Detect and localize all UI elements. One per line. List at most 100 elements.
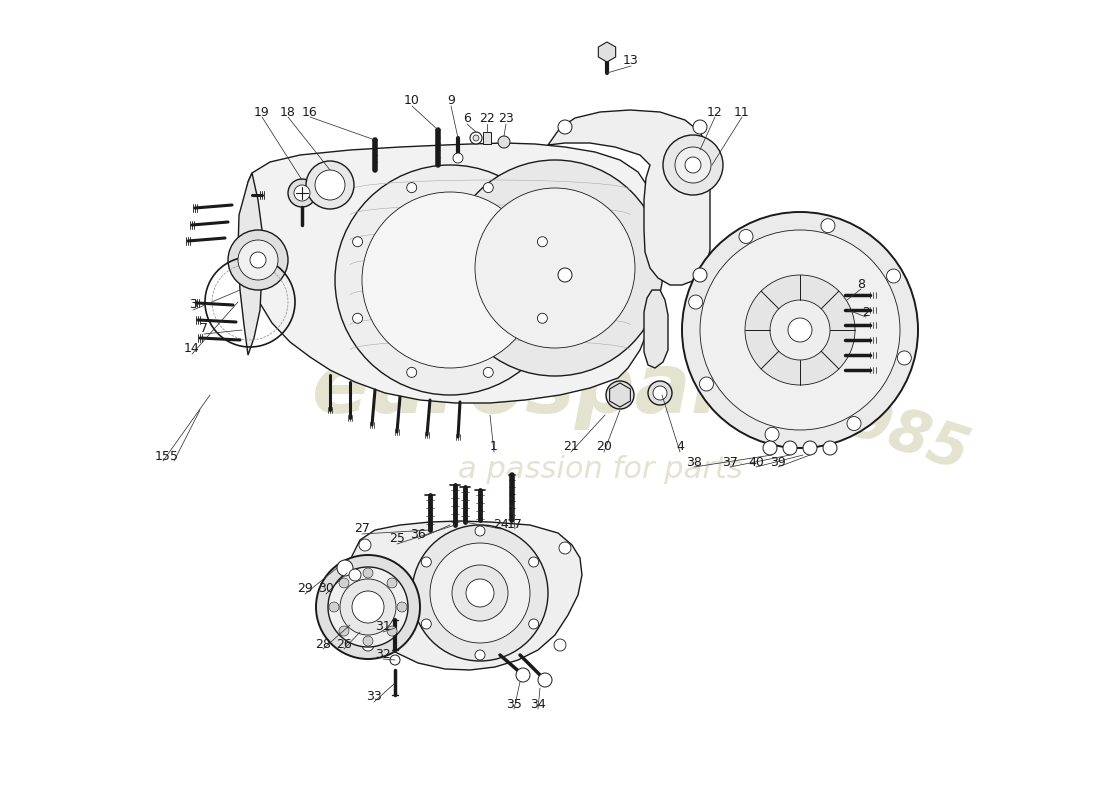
Circle shape [538, 237, 548, 246]
Circle shape [475, 526, 485, 536]
Circle shape [675, 147, 711, 183]
Circle shape [483, 182, 493, 193]
Text: 3: 3 [189, 298, 197, 311]
Polygon shape [244, 143, 656, 403]
Circle shape [529, 619, 539, 629]
Circle shape [421, 619, 431, 629]
Circle shape [421, 557, 431, 567]
Circle shape [294, 185, 310, 201]
Polygon shape [346, 521, 582, 670]
Text: 29: 29 [297, 582, 312, 595]
Text: 33: 33 [366, 690, 382, 703]
Circle shape [823, 441, 837, 455]
Text: 1985: 1985 [804, 378, 976, 482]
Text: 35: 35 [506, 698, 521, 710]
Text: 4: 4 [676, 441, 684, 454]
Circle shape [387, 626, 397, 636]
Text: 32: 32 [375, 647, 390, 661]
Circle shape [663, 135, 723, 195]
Circle shape [682, 212, 918, 448]
Circle shape [745, 275, 855, 385]
Polygon shape [238, 173, 262, 355]
Text: a passion for parts: a passion for parts [458, 455, 742, 485]
Circle shape [336, 165, 565, 395]
Circle shape [306, 161, 354, 209]
Circle shape [788, 318, 812, 342]
Circle shape [316, 555, 420, 659]
Circle shape [559, 542, 571, 554]
Text: 12: 12 [707, 106, 723, 118]
Bar [483, 132, 491, 144]
Text: 25: 25 [389, 533, 405, 546]
Text: 31: 31 [375, 621, 390, 634]
Polygon shape [548, 110, 710, 285]
Circle shape [529, 557, 539, 567]
Circle shape [700, 230, 900, 430]
Text: 26: 26 [337, 638, 352, 650]
Circle shape [447, 160, 663, 376]
Circle shape [453, 153, 463, 163]
Circle shape [764, 427, 779, 442]
Circle shape [821, 218, 835, 233]
Circle shape [315, 170, 345, 200]
Circle shape [337, 560, 353, 576]
Polygon shape [644, 290, 668, 368]
Circle shape [483, 367, 493, 378]
Text: 11: 11 [734, 106, 750, 118]
Text: 28: 28 [315, 638, 331, 650]
Text: 18: 18 [280, 106, 296, 118]
Circle shape [689, 295, 703, 309]
Circle shape [558, 120, 572, 134]
Text: 6: 6 [463, 113, 471, 126]
Circle shape [847, 417, 861, 430]
Text: 40: 40 [748, 455, 763, 469]
Polygon shape [598, 42, 616, 62]
Circle shape [538, 673, 552, 687]
Circle shape [466, 579, 494, 607]
Circle shape [390, 655, 400, 665]
Circle shape [387, 578, 397, 588]
Circle shape [693, 120, 707, 134]
Text: eurosparces: eurosparces [311, 350, 888, 430]
Polygon shape [609, 383, 630, 407]
Circle shape [516, 668, 530, 682]
Text: 19: 19 [254, 106, 270, 118]
Text: 39: 39 [770, 455, 785, 469]
Text: 14: 14 [184, 342, 200, 355]
Circle shape [430, 543, 530, 643]
Circle shape [329, 602, 339, 612]
Text: 5: 5 [170, 450, 178, 462]
Circle shape [475, 650, 485, 660]
Text: 2: 2 [862, 306, 870, 318]
Text: 36: 36 [410, 527, 426, 541]
Text: 8: 8 [857, 278, 865, 290]
Text: 15: 15 [155, 450, 170, 462]
Text: 21: 21 [563, 441, 579, 454]
Circle shape [498, 136, 510, 148]
Circle shape [407, 182, 417, 193]
Circle shape [353, 314, 363, 323]
Circle shape [470, 132, 482, 144]
Circle shape [339, 578, 349, 588]
Text: 27: 27 [354, 522, 370, 535]
Circle shape [228, 230, 288, 290]
Circle shape [700, 377, 714, 391]
Circle shape [473, 135, 478, 141]
Circle shape [363, 636, 373, 646]
Circle shape [685, 157, 701, 173]
Circle shape [898, 351, 911, 365]
Circle shape [339, 626, 349, 636]
Text: 10: 10 [404, 94, 420, 107]
Circle shape [412, 525, 548, 661]
Circle shape [340, 579, 396, 635]
Circle shape [362, 192, 538, 368]
Circle shape [653, 386, 667, 400]
Text: 34: 34 [530, 698, 546, 710]
Text: 38: 38 [686, 455, 702, 469]
Text: 23: 23 [498, 113, 514, 126]
Circle shape [362, 639, 374, 651]
Circle shape [887, 269, 901, 283]
Text: 20: 20 [596, 441, 612, 454]
Circle shape [763, 441, 777, 455]
Text: 13: 13 [623, 54, 639, 67]
